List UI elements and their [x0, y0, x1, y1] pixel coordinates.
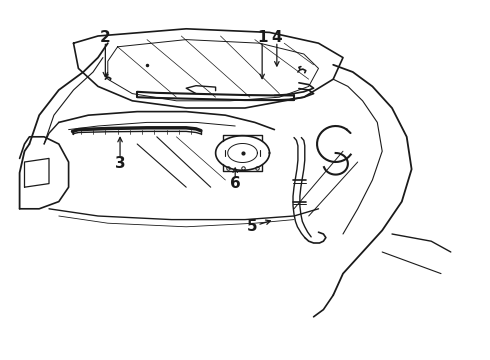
Text: 3: 3	[115, 156, 125, 171]
Text: 5: 5	[247, 219, 258, 234]
Text: 1: 1	[257, 30, 268, 45]
Text: 4: 4	[271, 30, 282, 45]
Text: 2: 2	[100, 30, 111, 45]
Text: 6: 6	[230, 176, 241, 191]
